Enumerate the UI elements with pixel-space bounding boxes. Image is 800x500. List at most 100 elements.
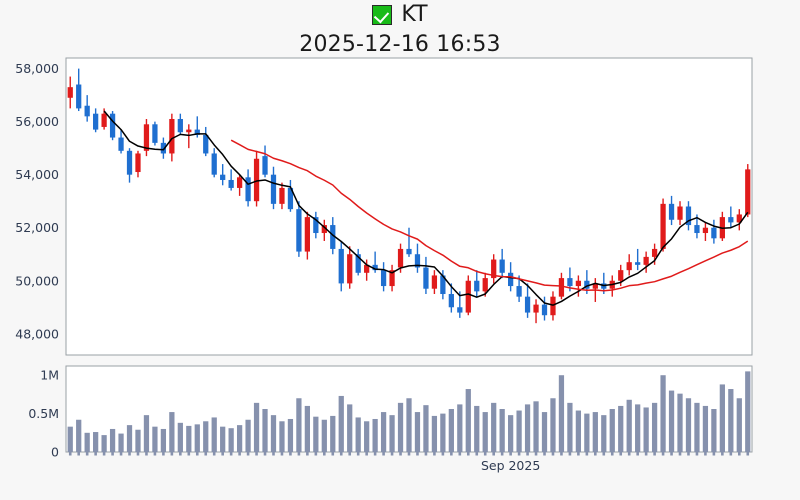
candle-body — [584, 280, 590, 289]
volume-bar — [67, 426, 73, 452]
candle-body — [304, 217, 310, 252]
volume-bar — [541, 412, 548, 452]
candle-body — [660, 203, 666, 249]
volume-bar — [397, 402, 404, 452]
candle-body — [67, 87, 73, 98]
volume-bar — [465, 389, 471, 452]
volume-bar — [694, 402, 700, 452]
volume-bar — [491, 402, 497, 452]
candle-body — [635, 262, 641, 265]
volume-bar — [135, 429, 141, 452]
volume-bar — [84, 432, 90, 452]
volume-bar — [457, 404, 463, 452]
candle-body — [126, 150, 133, 175]
volume-bar — [567, 402, 573, 452]
candle-body — [262, 156, 268, 175]
volume-bar — [508, 415, 514, 452]
volume-bar — [635, 404, 641, 452]
volume-bar — [736, 398, 742, 452]
volume-bar — [499, 409, 505, 452]
candle-body — [685, 206, 692, 226]
candle-body — [668, 203, 675, 220]
candle-body — [228, 179, 234, 188]
volume-bar — [177, 422, 183, 452]
volume-bar — [118, 433, 124, 452]
candle-body — [186, 129, 192, 133]
price-y-tick-label: 48,000 — [15, 326, 59, 341]
volume-bar — [389, 415, 395, 452]
candle-body — [431, 275, 438, 289]
volume-bar — [236, 425, 243, 452]
candle-body — [508, 272, 514, 287]
candle-body — [474, 280, 480, 292]
volume-bar — [169, 412, 175, 452]
candle-body — [651, 248, 658, 257]
ma-short-line — [103, 110, 749, 306]
volume-bar — [592, 412, 598, 452]
candle-body — [143, 124, 150, 151]
price-y-tick-label: 56,000 — [15, 114, 59, 129]
candle-body — [347, 254, 353, 284]
volume-bar — [160, 428, 167, 452]
candle-body — [626, 262, 632, 271]
candle-body — [643, 256, 649, 265]
volume-bar — [211, 417, 217, 452]
candle-body — [482, 278, 488, 292]
candle-body — [355, 254, 361, 273]
candle-body — [236, 177, 243, 188]
candle-body — [406, 248, 412, 255]
candle-body — [330, 225, 336, 249]
candle-body — [84, 105, 90, 117]
volume-bar — [253, 402, 260, 452]
volume-bar — [558, 375, 565, 452]
checkbox-checked-icon[interactable] — [372, 5, 393, 25]
volume-bar — [516, 410, 522, 452]
volume-bar — [347, 404, 353, 452]
volume-bar — [372, 418, 378, 452]
volume-bar — [220, 426, 226, 452]
volume-y-tick-label: 0 — [51, 445, 59, 460]
candle-body — [702, 227, 709, 234]
volume-bar — [745, 371, 751, 452]
candle-body — [372, 264, 378, 271]
volume-bar — [448, 409, 454, 452]
volume-bar — [474, 405, 480, 452]
volume-bar — [575, 410, 582, 452]
volume-bar — [643, 407, 649, 452]
volume-bar — [584, 413, 590, 452]
volume-bar — [423, 405, 429, 452]
candle-body — [524, 296, 531, 313]
candle-body — [152, 124, 158, 143]
candle-body — [118, 137, 124, 151]
candle-body — [736, 214, 742, 223]
candle-body — [220, 174, 226, 180]
chart-title-line: KT — [0, 0, 800, 30]
volume-bar — [355, 417, 361, 452]
price-y-tick-label: 58,000 — [15, 61, 59, 76]
price-y-tick-label: 54,000 — [15, 167, 59, 182]
volume-bar — [93, 432, 99, 452]
volume-bar — [668, 390, 675, 452]
volume-bar — [186, 425, 192, 452]
candle-body — [457, 307, 463, 313]
volume-bar — [533, 401, 539, 452]
candle-body — [109, 113, 116, 138]
candle-body — [279, 187, 285, 204]
volume-bar — [618, 405, 624, 452]
chart-timestamp: 2025-12-16 16:53 — [299, 32, 501, 57]
candle-body — [465, 280, 471, 313]
volume-bar — [609, 409, 615, 452]
candle-body — [499, 259, 505, 273]
candle-body — [491, 259, 497, 279]
volume-bar — [245, 419, 251, 452]
candle-body — [414, 254, 421, 268]
volume-bar — [262, 409, 268, 452]
volume-bar — [440, 413, 446, 452]
candle-body — [101, 113, 107, 127]
volume-bar — [270, 415, 277, 452]
volume-bar — [304, 405, 310, 452]
volume-bar — [728, 389, 734, 452]
candle-body — [389, 270, 395, 287]
price-panel: 48,000 50,000 52,000 54,000 56,000 58,000 — [15, 57, 753, 356]
volume-bar — [287, 418, 294, 452]
